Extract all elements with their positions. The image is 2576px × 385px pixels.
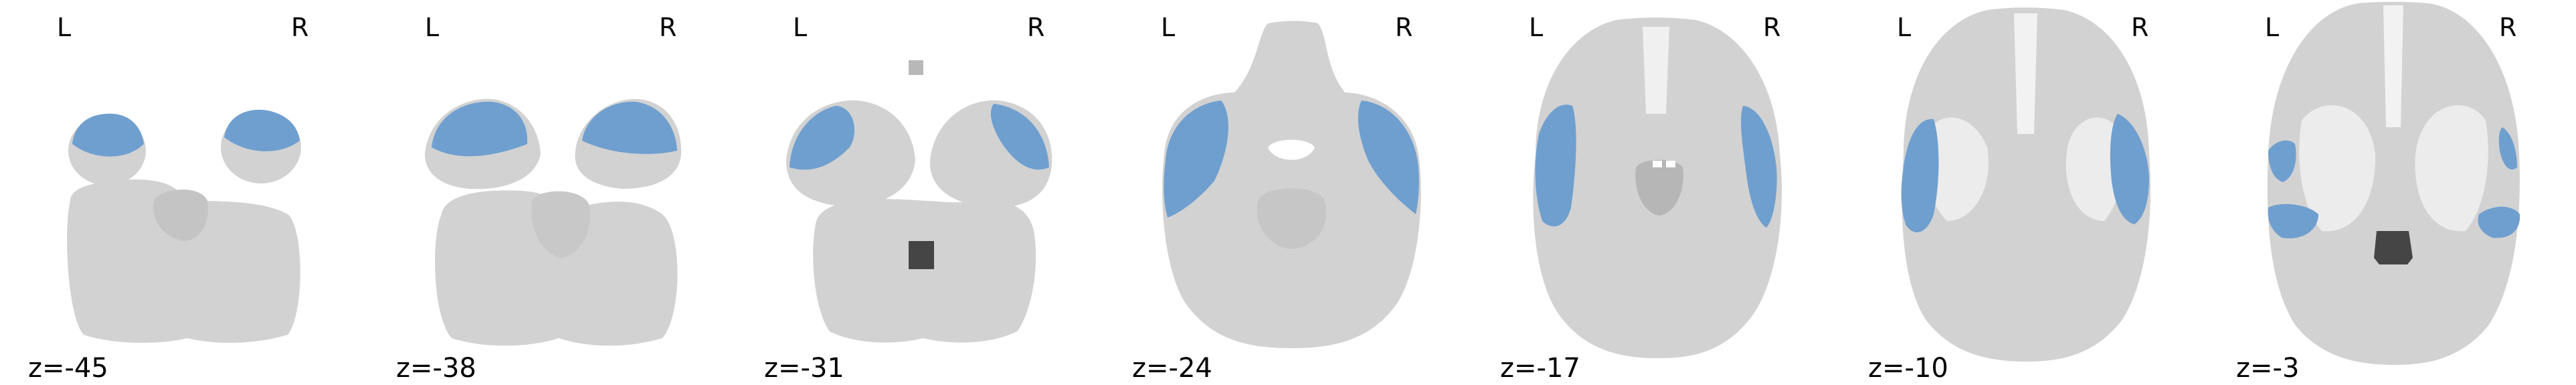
slice-coordinate-label: z=-45	[28, 353, 108, 384]
cerebellum	[67, 179, 300, 343]
left-white-matter	[2299, 105, 2376, 232]
left-overlay	[1901, 119, 1939, 232]
right-orientation-label: R	[1395, 13, 1413, 42]
tissue-fragment	[909, 60, 923, 75]
axial-slice-image	[425, 98, 682, 346]
left-orientation-label: L	[2265, 13, 2280, 42]
left-orientation-label: L	[1161, 13, 1176, 42]
interhemispheric-fissure	[2014, 13, 2037, 134]
cerebellum	[813, 199, 1036, 343]
left-overlay-upper	[2268, 140, 2296, 182]
slice-coordinate-label: z=-24	[1132, 353, 1212, 384]
right-overlay	[582, 101, 677, 154]
left-orientation-label: L	[425, 13, 440, 42]
fourth-ventricle	[909, 241, 934, 269]
brainstem	[153, 189, 208, 241]
axial-slice-image	[786, 60, 1052, 343]
interhemispheric-fissure	[2383, 5, 2403, 127]
left-overlay	[432, 101, 528, 157]
interpeduncular-gap	[1268, 139, 1315, 160]
brain-section	[2267, 1, 2520, 365]
right-orientation-label: R	[659, 13, 677, 42]
axial-slice-image	[1901, 7, 2151, 362]
left-orientation-label: L	[793, 13, 808, 42]
axial-slice-image	[2267, 1, 2520, 365]
cerebellum	[435, 190, 678, 346]
right-overlay	[1741, 106, 1777, 228]
left-overlay-lower	[2268, 204, 2318, 238]
axial-slice-image	[1533, 17, 1782, 358]
brainstem	[531, 191, 590, 258]
interhemispheric-fissure	[1643, 27, 1669, 114]
left-orientation-label: L	[1529, 13, 1544, 42]
cistern-right	[1666, 161, 1675, 167]
left-overlay	[1164, 100, 1228, 218]
right-orientation-label: R	[2499, 13, 2517, 42]
left-overlay	[790, 106, 855, 170]
right-overlay	[990, 104, 1049, 170]
slice-coordinate-label: z=-10	[1868, 353, 1948, 384]
right-white-matter	[2065, 117, 2124, 221]
cistern-left	[1653, 161, 1662, 167]
right-overlay	[2110, 114, 2149, 224]
right-orientation-label: R	[2131, 13, 2149, 42]
axial-slice-image	[67, 109, 301, 343]
right-overlay	[224, 109, 300, 151]
right-orientation-label: R	[1027, 13, 1045, 42]
left-orientation-label: L	[1897, 13, 1912, 42]
slice-coordinate-label: z=-17	[1500, 353, 1580, 384]
slice-coordinate-label: z=-38	[396, 353, 476, 384]
midbrain	[1635, 159, 1683, 216]
brain-section	[1162, 21, 1421, 348]
right-white-matter	[2415, 105, 2488, 232]
right-orientation-label: R	[291, 13, 309, 42]
axial-slice-image	[1162, 21, 1421, 348]
left-white-matter	[1925, 117, 1989, 221]
left-orientation-label: L	[57, 13, 72, 42]
brainstem	[1257, 188, 1327, 249]
brain-section	[1902, 7, 2151, 362]
right-orientation-label: R	[1763, 13, 1781, 42]
ventricle	[2374, 231, 2413, 264]
slice-coordinate-label: z=-3	[2236, 353, 2300, 384]
right-overlay-lower	[2478, 206, 2520, 238]
slice-coordinate-label: z=-31	[764, 353, 844, 384]
right-overlay-upper	[2498, 127, 2517, 170]
left-overlay	[1535, 104, 1576, 227]
left-overlay	[72, 113, 144, 157]
right-overlay	[1358, 100, 1419, 214]
